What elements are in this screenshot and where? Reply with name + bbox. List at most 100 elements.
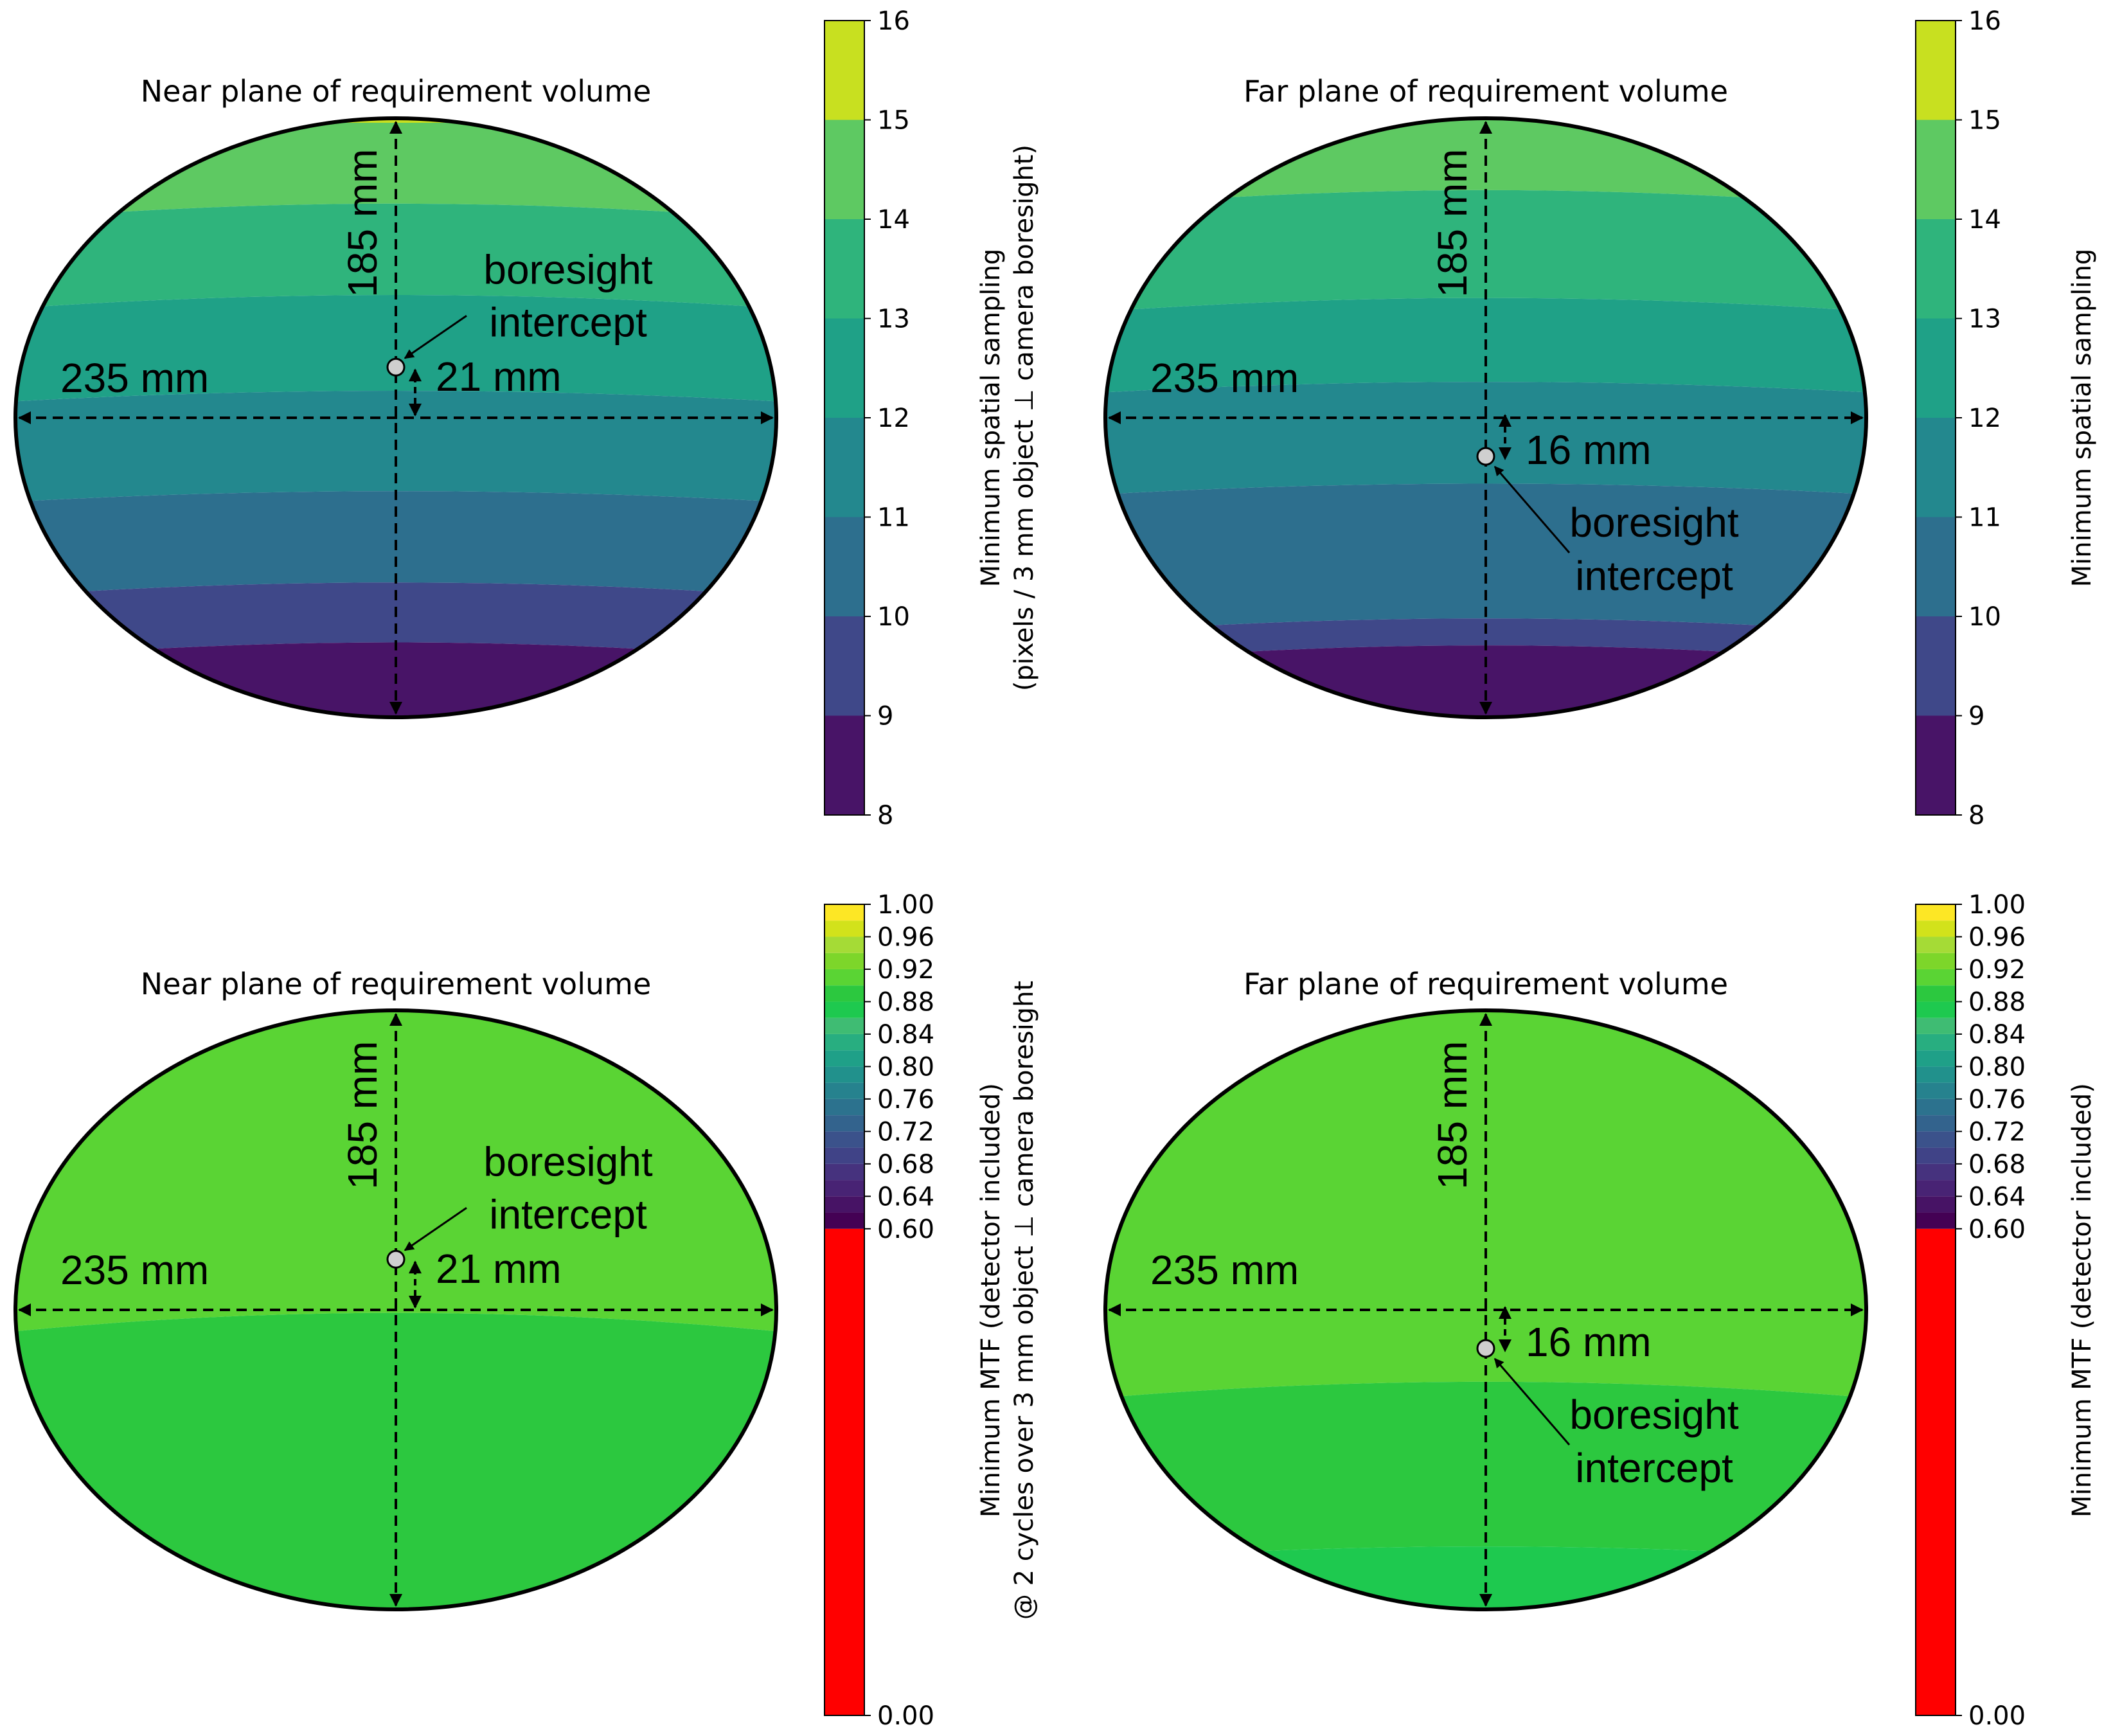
colorbar-tick-label: 0.92 xyxy=(1968,955,2026,985)
colorbar-segment xyxy=(825,1212,864,1229)
boresight-label-line1: boresight xyxy=(483,246,653,292)
boresight-marker xyxy=(386,357,406,377)
colorbar-label-line1: Minimum spatial sampling xyxy=(2067,249,2097,587)
colorbar-segment xyxy=(1916,715,1956,815)
colorbar-segment xyxy=(1916,1228,1956,1715)
colorbar-frame xyxy=(824,904,865,1716)
width-label: 235 mm xyxy=(1150,355,1299,401)
colorbar-tick-label: 10 xyxy=(877,602,910,632)
colorbar-tick-label: 0.72 xyxy=(1968,1117,2026,1147)
colorbar-segment xyxy=(1916,985,1956,1002)
colorbar-tick-label: 14 xyxy=(877,205,910,235)
colorbar-segment xyxy=(825,21,864,120)
colorbar-tick-label: 0.60 xyxy=(1968,1215,2026,1244)
colorbar-tick-label: 0.80 xyxy=(1968,1052,2026,1082)
colorbar-tick-label: 0.84 xyxy=(1968,1020,2026,1050)
height-label: 185 mm xyxy=(1429,149,1475,298)
colorbar-segment xyxy=(1916,1163,1956,1181)
colorbar-tick-label: 8 xyxy=(877,801,893,830)
colorbar-tick-label: 0.68 xyxy=(1968,1150,2026,1179)
colorbar-segment xyxy=(1916,120,1956,219)
colorbar-label-line1: Minimum spatial sampling xyxy=(976,249,1006,587)
boresight-label-line2: intercept xyxy=(1575,553,1733,599)
colorbar-segment xyxy=(1916,616,1956,716)
colorbar-tick-label: 0.00 xyxy=(877,1701,934,1731)
chart-panel-1: Near plane of requirement volume 185 mm 23… xyxy=(13,6,1039,830)
colorbar-tick-label: 0.76 xyxy=(877,1085,934,1114)
colorbar-frame xyxy=(1915,904,1956,1716)
colorbar-segment xyxy=(825,517,864,616)
offset-label: 21 mm xyxy=(436,353,562,400)
boresight-label-line2: intercept xyxy=(489,1191,647,1237)
contour-band-5 xyxy=(15,391,776,503)
ellipse-outline xyxy=(13,1008,778,1611)
panel-title: Near plane of requirement volume xyxy=(141,74,652,109)
colorbar-tick-label: 9 xyxy=(1968,702,1984,731)
colorbar-segment xyxy=(825,1066,864,1083)
colorbar-segment xyxy=(1916,904,1956,921)
colorbar-segment xyxy=(1916,936,1956,953)
colorbar-segment xyxy=(825,1196,864,1213)
colorbar-segment xyxy=(825,715,864,815)
colorbar-segment xyxy=(1916,1001,1956,1018)
colorbar-tick-label: 1.00 xyxy=(1968,890,2026,920)
colorbar-tick-label: 0.00 xyxy=(1968,1701,2026,1731)
colorbar-segment xyxy=(825,318,864,418)
colorbar: 8 9 10 11 12 13 14 15 16 Minimum spatial sampling… xyxy=(1915,6,2104,830)
colorbar-segment xyxy=(1916,1017,1956,1034)
width-label: 235 mm xyxy=(60,1247,209,1293)
colorbar-segment xyxy=(825,1131,864,1148)
boresight-pointer xyxy=(1493,465,1571,553)
colorbar-tick-label: 15 xyxy=(1968,106,2001,136)
boresight-pointer xyxy=(404,1207,467,1251)
colorbar-segment xyxy=(1916,953,1956,969)
colorbar-label-line2: (pixels / 3 mm object ⊥ camera boresight… xyxy=(1010,145,1039,691)
colorbar-segment xyxy=(825,1001,864,1018)
offset-label: 16 mm xyxy=(1526,1319,1652,1365)
colorbar-segment xyxy=(825,1082,864,1099)
colorbar-tick-label: 0.88 xyxy=(877,987,934,1017)
offset-label: 16 mm xyxy=(1526,427,1652,473)
colorbar-segment xyxy=(825,1050,864,1067)
colorbar-label-line2: (pixels / 3 mm object ⊥ camera boresight… xyxy=(2101,145,2104,691)
colorbar-label-line1: Minimum MTF (detector included) xyxy=(2067,1083,2097,1517)
colorbar-tick-label: 10 xyxy=(1968,602,2001,632)
colorbar-tick-label: 12 xyxy=(1968,404,2001,433)
colorbar-segment xyxy=(825,936,864,953)
colorbar: 0.00 0.60 0.64 0.68 0.72 0.76 0.800.840.880.92… xyxy=(1915,890,2104,1731)
colorbar-tick-label: 0.64 xyxy=(1968,1182,2026,1212)
colorbar: 0.00 0.60 0.64 0.68 0.72 0.76 0.800.840.880.92… xyxy=(824,890,1039,1731)
colorbar-tick-label: 1.00 xyxy=(877,890,934,920)
colorbar-segment xyxy=(1916,1115,1956,1132)
ellipse-outline xyxy=(1103,116,1868,719)
colorbar-label-line1: Minimum MTF (detector included) xyxy=(976,1083,1006,1517)
height-label: 185 mm xyxy=(339,1041,386,1190)
colorbar-segment xyxy=(1916,21,1956,120)
boresight-marker xyxy=(1476,1339,1495,1358)
colorbar-segment xyxy=(1916,418,1956,517)
boresight-label-line1: boresight xyxy=(1569,499,1739,546)
colorbar-segment xyxy=(825,616,864,716)
colorbar-tick-label: 0.60 xyxy=(877,1215,934,1244)
colorbar-segment xyxy=(1916,1066,1956,1083)
boresight-label-line2: intercept xyxy=(489,299,647,345)
colorbar-tick-label: 0.84 xyxy=(877,1020,934,1050)
boresight-pointer xyxy=(404,315,467,359)
colorbar-label-line2: @ 2 cycles over 3 mm object ⊥ camera bor… xyxy=(2101,981,2104,1620)
ellipse-outline xyxy=(13,116,778,719)
colorbar-segment xyxy=(825,1017,864,1034)
colorbar-segment xyxy=(1916,1034,1956,1051)
colorbar-segment xyxy=(825,1228,864,1715)
colorbar-segment xyxy=(825,219,864,319)
colorbar-tick-label: 16 xyxy=(1968,6,2001,36)
colorbar-tick-label: 0.80 xyxy=(877,1052,934,1082)
panel-title: Near plane of requirement volume xyxy=(141,967,652,1001)
colorbar-segment xyxy=(825,920,864,937)
colorbar-segment xyxy=(825,985,864,1002)
colorbar-tick-label: 13 xyxy=(877,305,910,334)
colorbar-segment xyxy=(1916,1131,1956,1148)
width-label: 235 mm xyxy=(60,355,209,401)
panel-title: Far plane of requirement volume xyxy=(1244,967,1728,1001)
colorbar-segment xyxy=(825,904,864,921)
